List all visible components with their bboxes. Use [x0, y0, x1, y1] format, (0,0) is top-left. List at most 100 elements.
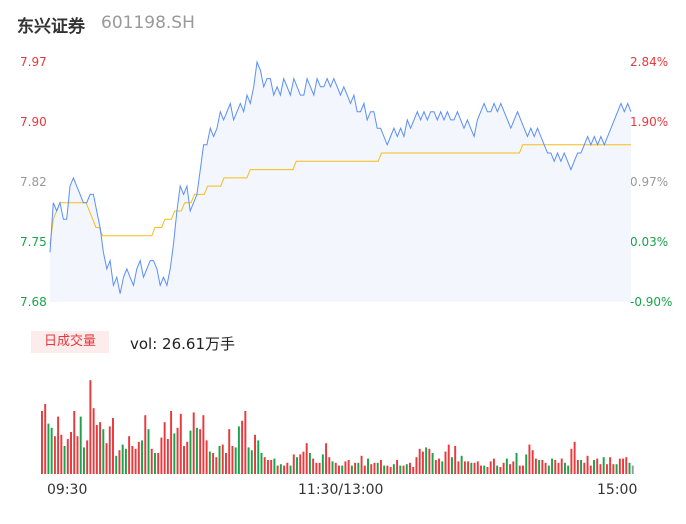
volume-bar: [118, 450, 121, 474]
volume-bar: [350, 465, 353, 474]
volume-bar: [73, 411, 76, 474]
volume-bar: [131, 446, 134, 474]
volume-bar: [144, 415, 147, 474]
volume-bar: [195, 427, 198, 474]
volume-bar: [354, 462, 357, 474]
volume-bar: [563, 462, 566, 474]
volume-bar: [631, 465, 634, 474]
volume-bar: [95, 425, 98, 474]
volume-bar: [312, 458, 315, 474]
volume-bar: [405, 464, 408, 474]
volume-bar: [189, 430, 192, 474]
volume-bar: [66, 439, 69, 474]
volume-bar: [102, 429, 105, 474]
volume-bar: [147, 429, 150, 474]
volume-bar: [363, 465, 366, 474]
volume-bar: [179, 413, 182, 474]
volume-bar: [596, 458, 599, 474]
volume-bar: [79, 416, 82, 474]
volume-bar: [370, 464, 373, 474]
volume-bar: [589, 465, 592, 474]
average-price-line: [49, 144, 631, 245]
volume-summary: vol: 26.61万手: [130, 335, 235, 353]
volume-bar: [192, 412, 195, 474]
volume-bar: [580, 460, 583, 474]
volume-bar: [76, 436, 79, 474]
volume-bar: [289, 465, 292, 474]
volume-bar: [583, 462, 586, 474]
volume-bar: [557, 462, 560, 474]
volume-bar: [360, 455, 363, 474]
volume-bar: [50, 427, 53, 474]
volume-bar: [457, 461, 460, 474]
time-axis-tick-close: 15:00: [597, 482, 638, 498]
volume-bar: [615, 464, 618, 474]
volume-badge[interactable]: 日成交量: [31, 331, 109, 353]
volume-bar: [63, 446, 66, 474]
volume-bar: [412, 467, 415, 474]
volume-bar: [283, 465, 286, 474]
volume-bar: [44, 404, 47, 474]
volume-bar: [573, 441, 576, 474]
volume-bar: [612, 464, 615, 474]
volume-bar: [392, 464, 395, 474]
volume-bar: [347, 460, 350, 474]
volume-bar: [57, 416, 60, 474]
volume-bar: [89, 380, 92, 474]
volume-bar: [509, 464, 512, 474]
volume-bar: [373, 462, 376, 474]
volume-bar: [47, 423, 50, 474]
volume-bar: [486, 467, 489, 474]
pct-axis-tick-1: 2.84%: [630, 55, 669, 69]
volume-bar: [441, 461, 444, 474]
volume-bar: [518, 465, 521, 474]
volume-bar: [241, 420, 244, 474]
volume-bar: [228, 429, 231, 474]
volume-bar: [534, 458, 537, 474]
volume-bar: [221, 444, 224, 474]
volume-bar: [212, 453, 215, 474]
volume-bar: [470, 462, 473, 474]
volume-bar: [367, 458, 369, 474]
volume-bar: [402, 465, 405, 474]
volume-bar: [205, 440, 208, 474]
volume-bar: [454, 446, 457, 474]
volume-bar: [299, 454, 302, 474]
volume-bar: [538, 460, 541, 474]
volume-bar: [305, 443, 308, 474]
volume-bar: [86, 440, 89, 474]
volume-bar: [515, 453, 518, 474]
volume-bar: [137, 441, 140, 474]
volume-bar: [257, 440, 260, 474]
volume-bar: [70, 432, 72, 474]
pct-axis-tick-2: 1.90%: [630, 115, 669, 129]
volume-bar: [315, 462, 318, 474]
volume-bar: [560, 458, 563, 474]
volume-bar: [389, 467, 392, 474]
volume-bar: [431, 453, 434, 474]
volume-bar: [157, 453, 160, 474]
volume-bar: [225, 453, 227, 474]
volume-bar: [357, 462, 360, 474]
volume-bar: [551, 458, 554, 474]
pct-axis-tick-4: 0.03%: [630, 235, 669, 249]
volume-bar: [173, 433, 176, 474]
volume-bar: [153, 453, 156, 474]
volume-bar: [108, 426, 111, 474]
volume-bar: [599, 464, 602, 474]
volume-bar: [496, 465, 499, 474]
volume-bar: [331, 461, 334, 474]
volume-bar: [525, 454, 528, 474]
volume-bar: [586, 455, 589, 474]
volume-bar: [296, 457, 298, 474]
price-axis-tick-4: 7.75: [20, 235, 47, 249]
volume-bar: [483, 465, 486, 474]
volume-bar: [512, 461, 515, 474]
volume-bar: [292, 454, 295, 474]
volume-bar: [554, 460, 557, 474]
volume-bar: [438, 458, 441, 474]
stock-code: 601198.SH: [101, 13, 195, 33]
volume-bar: [476, 461, 479, 474]
volume-bar: [254, 434, 257, 474]
